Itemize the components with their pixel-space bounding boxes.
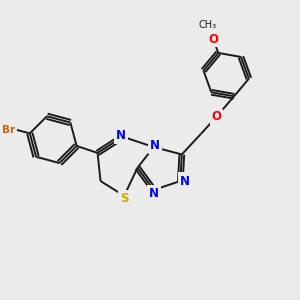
Text: S: S [120,192,128,205]
Text: O: O [212,110,221,123]
Text: Br: Br [2,125,15,135]
Text: CH₃: CH₃ [199,20,217,30]
Text: N: N [180,175,190,188]
Text: N: N [150,139,160,152]
Text: N: N [116,129,126,142]
Text: O: O [208,32,218,46]
Text: N: N [149,187,159,200]
